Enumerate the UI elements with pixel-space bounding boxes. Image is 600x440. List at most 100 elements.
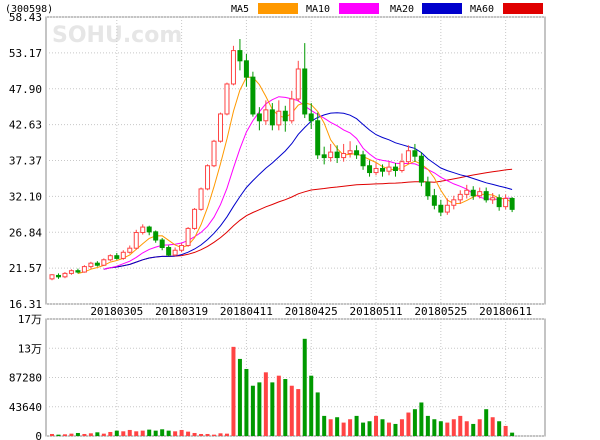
candle: [133, 229, 139, 250]
candle-body: [373, 167, 379, 174]
volume-bar: [406, 412, 411, 436]
candle-body: [509, 197, 515, 210]
volume-bar: [335, 417, 340, 436]
candle-body: [444, 204, 450, 213]
candle-body: [282, 110, 288, 122]
candle-body: [94, 262, 100, 266]
candle-body: [464, 189, 470, 195]
volume-bar: [257, 382, 262, 436]
candle: [328, 143, 334, 162]
candles: [49, 39, 515, 281]
candle: [159, 237, 165, 251]
candle: [68, 269, 74, 275]
candle: [392, 163, 398, 177]
candle-body: [412, 150, 418, 157]
volume-tick-label: 87280: [9, 372, 42, 385]
candle-body: [308, 113, 314, 122]
candle: [399, 153, 405, 173]
candle: [477, 187, 483, 199]
candle: [295, 60, 301, 102]
volume-bar: [218, 433, 223, 436]
volume-bar: [412, 409, 417, 436]
volume-y-axis: 17万 13万 87280 43640 0: [9, 313, 42, 440]
candle-body: [237, 50, 243, 62]
candle-body: [153, 231, 159, 241]
legend: MA5 MA10 MA20 MA60: [231, 3, 543, 15]
volume-bar: [224, 433, 229, 436]
volume-bar: [244, 368, 249, 436]
legend-ma10-swatch: [339, 3, 379, 14]
candle-body: [107, 255, 113, 261]
ma20-line: [103, 112, 513, 270]
candle: [347, 141, 353, 158]
candle-body: [62, 272, 68, 278]
candle: [451, 195, 457, 210]
volume-bar: [419, 402, 424, 436]
candle: [367, 160, 373, 177]
candle-body: [302, 68, 308, 115]
volume-bar: [464, 421, 469, 436]
volume-bar: [309, 375, 314, 436]
date-tick-label: 20180611: [479, 305, 532, 318]
volume-bar: [328, 419, 333, 436]
price-tick-label: 37.37: [9, 155, 42, 168]
candle: [62, 272, 68, 279]
volume-bar: [399, 419, 404, 436]
volume-bar: [50, 433, 54, 436]
volume-bar: [471, 423, 476, 436]
price-tick-label: 47.90: [9, 83, 42, 96]
price-tick-label: 58.43: [9, 11, 42, 24]
volume-bar: [315, 392, 320, 436]
candle-body: [328, 151, 334, 159]
candle: [431, 188, 437, 210]
candle: [230, 45, 236, 86]
candle-body: [101, 259, 107, 266]
candle-body: [418, 155, 424, 183]
grid: [46, 16, 545, 437]
stock-code: (300598): [5, 4, 53, 15]
volume-bar: [101, 433, 106, 436]
volume-bar: [56, 434, 61, 436]
candle-body: [127, 247, 133, 253]
candle: [120, 250, 126, 260]
volume-bar: [179, 429, 184, 436]
candle-body: [334, 151, 340, 159]
legend-ma5-label: MA5: [231, 4, 249, 15]
candle: [211, 139, 217, 168]
candle: [418, 152, 424, 187]
candle: [224, 82, 230, 116]
volume-bar: [88, 433, 93, 436]
volume-bar: [341, 422, 346, 436]
candle-body: [205, 165, 211, 190]
candle-body: [483, 191, 489, 201]
candle: [101, 258, 107, 266]
candle-body: [347, 150, 353, 154]
legend-ma10-label: MA10: [306, 4, 330, 15]
candle-body: [321, 154, 327, 159]
candle: [192, 207, 198, 230]
candle: [94, 261, 100, 267]
legend-ma60-swatch: [503, 3, 543, 14]
candle-body: [354, 150, 360, 156]
candle: [276, 100, 282, 131]
volume-bar: [296, 389, 301, 436]
candle: [490, 193, 496, 204]
candle-body: [477, 191, 483, 197]
candle-body: [457, 193, 463, 201]
volume-bar: [380, 419, 385, 436]
date-tick-label: 20180305: [90, 305, 143, 318]
candle-body: [451, 199, 457, 206]
candle: [308, 103, 314, 129]
candle-body: [230, 50, 236, 85]
candle-body: [276, 110, 282, 126]
volume-bar: [451, 419, 456, 436]
volume-bar: [75, 432, 80, 436]
candle: [282, 105, 288, 132]
volume-bar: [153, 430, 158, 436]
candle-body: [146, 226, 152, 233]
volume-bar: [147, 429, 152, 436]
candle: [166, 245, 172, 257]
candle-body: [380, 167, 386, 172]
candle: [75, 268, 81, 274]
volume-bar: [510, 432, 515, 436]
